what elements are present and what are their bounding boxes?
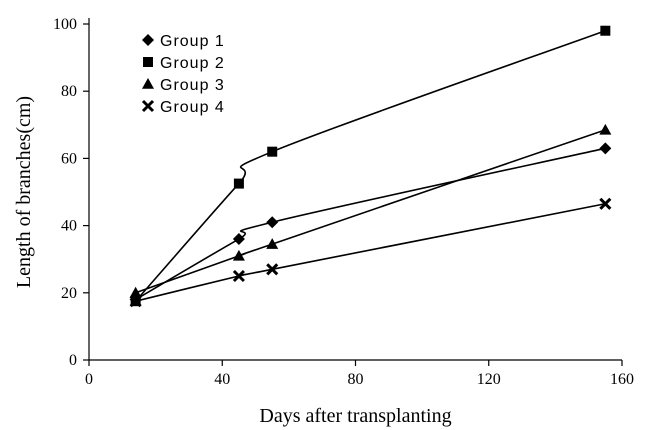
legend-item: Group 3 — [142, 77, 225, 94]
series-line — [135, 29, 606, 302]
legend-label: Group 1 — [160, 33, 225, 50]
x-tick-label: 0 — [85, 371, 93, 388]
x-tick-label: 160 — [610, 371, 634, 388]
data-point — [599, 123, 612, 135]
legend-item: Group 1 — [142, 33, 225, 50]
legend-item: Group 4 — [141, 99, 225, 116]
y-axis-title: Length of branches(cm) — [13, 96, 35, 288]
plot-area: 0 20 40 60 80 100 0 40 80 120 160 — [53, 16, 634, 388]
data-point — [266, 238, 279, 249]
series-1 — [129, 142, 612, 306]
data-point — [266, 216, 279, 229]
data-point — [599, 142, 612, 155]
data-point — [232, 249, 245, 261]
x-tick-label: 120 — [477, 371, 501, 388]
legend-marker — [142, 34, 154, 46]
legend-label: Group 4 — [160, 99, 225, 116]
x-tick-label: 40 — [214, 371, 230, 388]
data-point — [599, 197, 612, 210]
y-tick-label: 100 — [53, 16, 77, 33]
legend-label: Group 3 — [160, 77, 225, 94]
legend-marker — [141, 99, 155, 113]
legend-label: Group 2 — [160, 55, 225, 72]
x-axis-title: Days after transplanting — [259, 405, 451, 427]
legend-marker — [143, 57, 153, 67]
series-layer — [129, 25, 612, 308]
series-3 — [129, 123, 612, 298]
series-line — [135, 202, 606, 302]
y-ticks: 0 20 40 60 80 100 — [53, 16, 89, 369]
series-line — [135, 147, 606, 301]
x-tick-label: 80 — [348, 371, 364, 388]
y-tick-label: 40 — [61, 218, 77, 235]
data-point — [233, 178, 244, 189]
data-point — [232, 269, 245, 283]
data-point — [129, 295, 142, 308]
series-line — [135, 129, 606, 294]
y-tick-label: 60 — [61, 150, 77, 167]
legend-item: Group 2 — [143, 55, 225, 72]
legend-marker — [142, 78, 154, 89]
series-4 — [129, 197, 612, 308]
x-ticks: 0 40 80 120 160 — [85, 360, 634, 388]
y-tick-label: 20 — [61, 285, 77, 302]
data-point — [232, 233, 245, 246]
y-tick-label: 0 — [69, 352, 77, 369]
data-point — [266, 263, 279, 276]
data-point — [600, 25, 611, 36]
legend: Group 1 Group 2 Group 3 Group 4 — [141, 33, 225, 116]
data-point — [267, 146, 278, 157]
y-tick-label: 80 — [61, 83, 77, 100]
data-point — [129, 286, 142, 298]
